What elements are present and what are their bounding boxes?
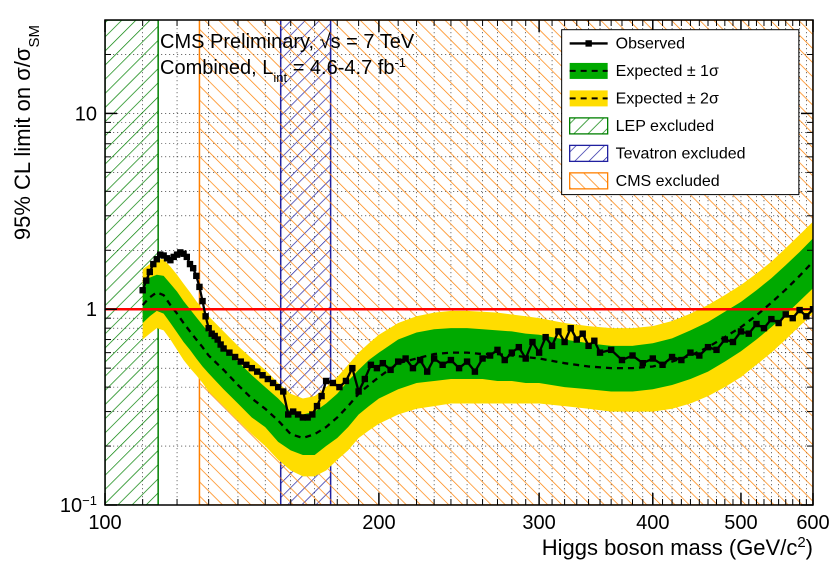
xtick-label: 100 [88,512,121,534]
legend-label: Expected ± 1σ [616,63,719,80]
x-axis-label: Higgs boson mass (GeV/c2) [542,534,813,561]
y-axis-label: 95% CL limit on σ/σSM [10,25,43,240]
legend-label: Expected ± 2σ [616,90,719,107]
legend-label: LEP excluded [616,118,714,135]
xtick-label: 400 [636,512,669,534]
chart-container: 10020030040050060010−1110Higgs boson mas… [0,0,839,567]
legend: Observed Expected ± 1σ Expected ± 2σ LEP ex… [562,30,799,195]
legend-label: Observed [616,35,685,52]
chart-svg: 10020030040050060010−1110Higgs boson mas… [0,0,839,567]
xtick-label: 200 [362,512,395,534]
xtick-label: 300 [522,512,555,534]
legend-label: CMS excluded [616,173,720,190]
legend-label: Tevatron excluded [616,145,746,162]
ytick-label: 1 [86,299,97,321]
xtick-label: 600 [796,512,829,534]
xtick-label: 500 [724,512,757,534]
title-line-1: CMS Preliminary, √s = 7 TeV [160,31,415,53]
ytick-label: 10 [75,103,97,125]
